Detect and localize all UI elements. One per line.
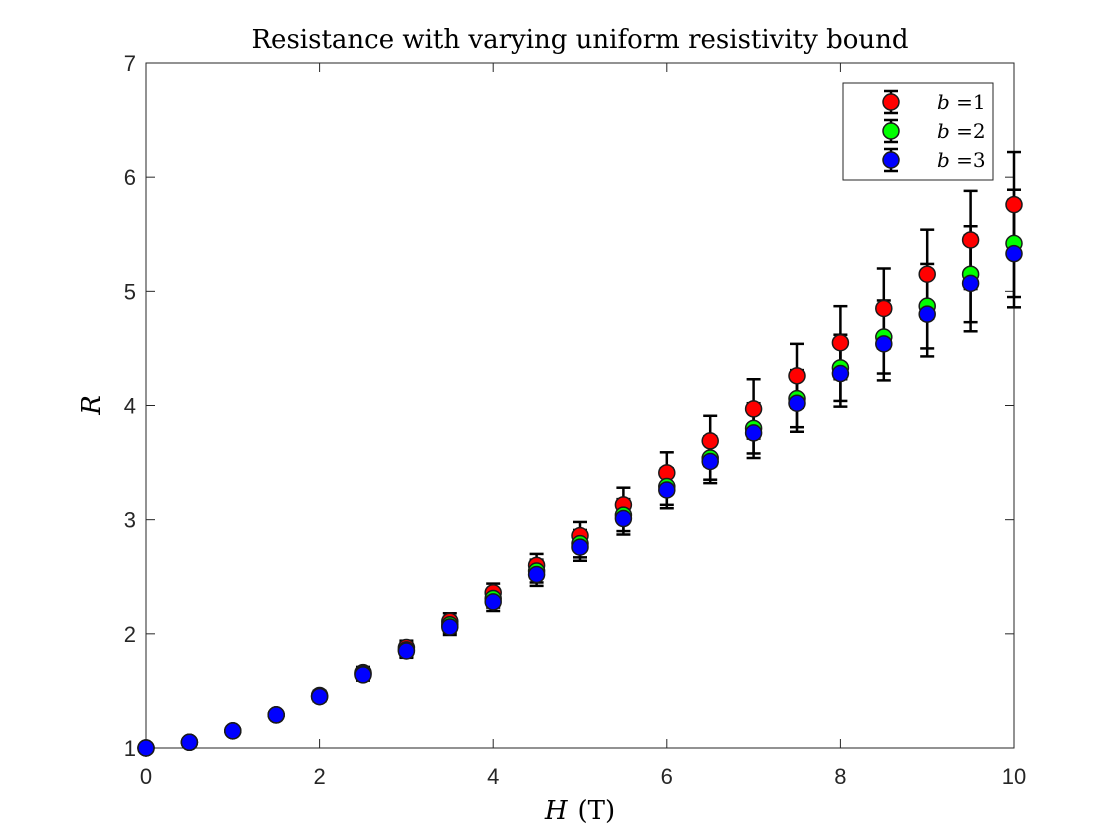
y-tick-label: 3 <box>124 508 136 533</box>
data-point <box>875 299 893 318</box>
y-tick-label: 4 <box>124 394 136 419</box>
legend: b =1b =2b =3 <box>842 82 994 181</box>
legend-label-value: =2 <box>950 119 986 143</box>
data-point <box>918 265 936 283</box>
data-point <box>527 565 546 584</box>
x-tick-label: 4 <box>487 764 499 789</box>
chart-title: Resistance with varying uniform resistiv… <box>251 25 908 55</box>
data-point <box>961 231 980 249</box>
x-axis-label: H (T) <box>544 796 615 826</box>
x-tick-label: 6 <box>661 764 673 789</box>
data-point <box>354 666 372 684</box>
y-tick-label: 5 <box>124 279 136 304</box>
legend-label-variable: b <box>937 119 950 143</box>
x-tick-label: 10 <box>1002 764 1026 789</box>
legend-marker <box>882 151 900 169</box>
data-point <box>310 687 329 706</box>
data-point <box>614 509 633 528</box>
data-point <box>267 706 285 724</box>
data-point <box>397 642 416 660</box>
legend-label-value: =3 <box>950 148 986 172</box>
markers-series-3 <box>137 244 1023 757</box>
legend-label-variable: b <box>937 90 950 114</box>
x-tick-label: 8 <box>834 764 846 789</box>
x-tick-label: 0 <box>140 764 152 789</box>
x-axis-label-variable: H <box>544 796 569 826</box>
y-tick-label: 7 <box>124 51 136 76</box>
y-tick-label: 1 <box>124 736 136 761</box>
data-point <box>918 305 936 323</box>
x-tick-label: 2 <box>313 764 325 789</box>
legend-label-variable: b <box>937 148 950 172</box>
data-point <box>1005 195 1023 214</box>
legend-entry-1: b =1 <box>882 89 986 115</box>
data-point <box>701 452 719 471</box>
legend-marker <box>882 122 900 140</box>
data-point <box>484 593 502 611</box>
data-point <box>180 733 199 752</box>
y-axis-label: R <box>77 395 107 416</box>
data-markers <box>137 195 1023 757</box>
legend-entry-3: b =3 <box>882 147 986 173</box>
y-tick-label: 2 <box>124 622 136 647</box>
data-point <box>831 333 850 352</box>
data-point <box>571 538 589 556</box>
data-point <box>1005 244 1023 263</box>
data-point <box>137 739 155 757</box>
legend-entry-2: b =2 <box>882 118 986 144</box>
data-point <box>224 722 242 740</box>
data-point <box>744 400 763 418</box>
legend-box <box>842 82 994 181</box>
legend-marker <box>882 93 900 111</box>
legend-label: b =3 <box>937 148 986 172</box>
x-axis-label-unit: (T) <box>578 796 616 826</box>
legend-label: b =2 <box>937 119 986 143</box>
data-point <box>744 424 763 442</box>
legend-label-value: =1 <box>950 90 986 114</box>
legend-entries: b =1b =2b =3 <box>882 89 986 173</box>
data-point <box>658 481 676 499</box>
data-point <box>831 364 850 383</box>
data-point <box>875 335 893 353</box>
data-point <box>788 394 806 412</box>
data-point <box>701 432 719 450</box>
data-point <box>961 274 980 293</box>
data-point <box>441 618 459 636</box>
legend-label: b =1 <box>937 90 986 114</box>
y-tick-label: 6 <box>124 165 136 190</box>
data-point <box>788 367 806 385</box>
